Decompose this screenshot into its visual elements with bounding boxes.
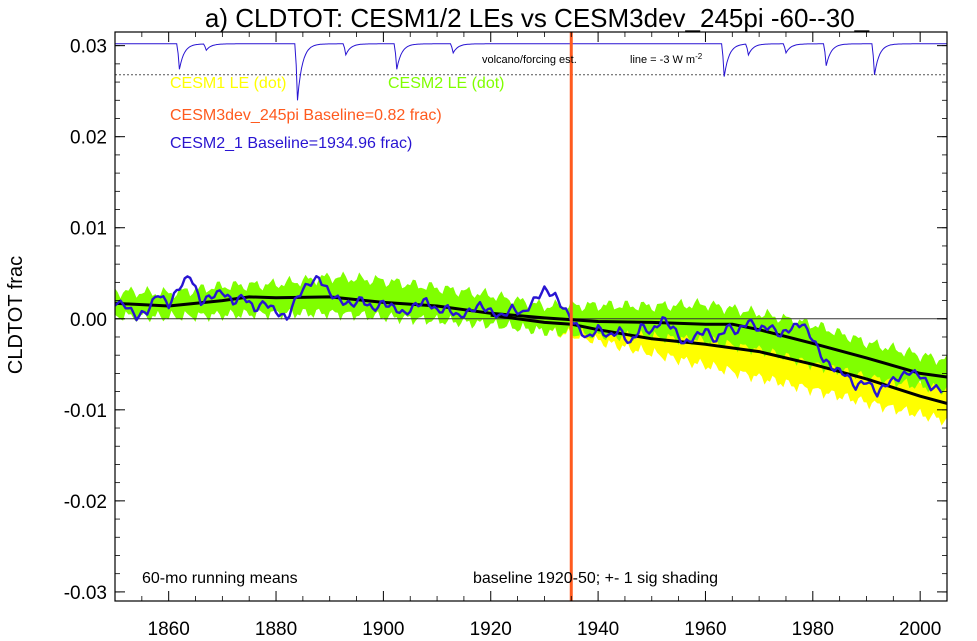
x-tick-label: 1880 — [255, 619, 297, 640]
plot-frame — [114, 31, 948, 602]
legend-entry-cesm2-1: CESM2_1 Baseline=1934.96 frac) — [170, 135, 412, 152]
y-tick-label: -0.03 — [64, 583, 107, 604]
x-tick-label: 1960 — [684, 619, 726, 640]
plot-area — [115, 32, 947, 601]
volcano-line-scale-text: line = -3 W m — [630, 54, 695, 66]
y-tick-label: -0.01 — [64, 401, 107, 422]
cesm2-1-line — [115, 275, 943, 398]
legend-entry-cesm3dev: CESM3dev_245pi Baseline=0.82 frac) — [170, 107, 442, 124]
volcano-forcing-line — [115, 43, 947, 101]
axes: -0.03 -0.02 -0.01 0.00 0.01 0.02 0.03 1860 1880 1… — [64, 32, 948, 640]
running-means-note: 60-mo running means — [142, 570, 298, 587]
y-tick-label: 0.01 — [70, 219, 107, 240]
x-tick-label: 1900 — [362, 619, 404, 640]
y-axis-label: CLDTOT frac — [5, 256, 27, 374]
volcano-line-scale-superscript: -2 — [695, 52, 703, 61]
legend-entry-cesm2-le: CESM2 LE (dot) — [388, 75, 504, 92]
volcano-line-scale-label: line = -3 W m-2 — [630, 52, 703, 66]
baseline-shading-note: baseline 1920-50; +- 1 sig shading — [473, 570, 718, 587]
cesm2-le-spread-band — [115, 271, 947, 396]
y-tick-label: 0.00 — [70, 310, 107, 331]
cesm2-le-mean-line — [115, 295, 947, 379]
volcano-forcing-label: volcano/forcing est. — [482, 54, 577, 66]
x-tick-label: 1980 — [792, 619, 834, 640]
y-tick-label: 0.02 — [70, 128, 107, 149]
x-tick-label: 1920 — [470, 619, 512, 640]
chart-title: a) CLDTOT: CESM1/2 LEs vs CESM3dev_245pi… — [205, 3, 870, 33]
legend: CESM1 LE (dot) CESM2 LE (dot) CESM3dev_2… — [170, 75, 504, 152]
y-tick-label: -0.02 — [64, 492, 107, 513]
x-tick-label: 1940 — [577, 619, 619, 640]
y-tick-label: 0.03 — [70, 37, 107, 58]
legend-entry-cesm1-le: CESM1 LE (dot) — [170, 75, 286, 92]
x-tick-label: 1860 — [148, 619, 190, 640]
x-tick-label: 2000 — [899, 619, 941, 640]
